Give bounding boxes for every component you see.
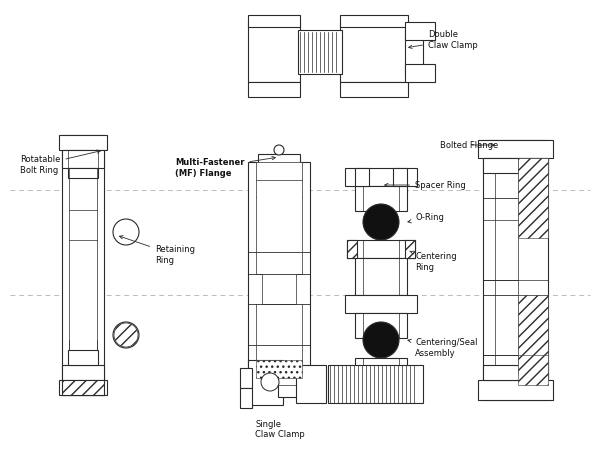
Circle shape [261,373,279,391]
Circle shape [113,219,139,245]
Bar [405,22,435,40]
Text: Rotatable
Bolt Ring: Rotatable Bolt Ring [20,150,100,175]
Bar [518,295,548,375]
Bar [68,168,98,178]
Circle shape [274,145,284,155]
Bar [345,295,417,313]
Text: Spacer Ring: Spacer Ring [385,180,466,189]
Bar [62,365,104,380]
Bar [483,158,548,173]
Circle shape [363,322,399,358]
Bar [483,365,548,380]
Bar [62,150,104,168]
Bar [240,368,252,388]
Bar [347,240,357,258]
Text: O-Ring: O-Ring [408,213,444,223]
Bar [393,168,407,186]
Text: Double
Claw Clamp: Double Claw Clamp [409,30,478,50]
Bar [248,15,300,27]
Bar [347,240,415,258]
Bar [393,383,407,401]
Bar [355,383,369,401]
Bar [405,240,415,258]
Bar [62,135,104,395]
Text: Single
Claw Clamp: Single Claw Clamp [255,420,305,439]
Text: Multi-Fastener
(MF) Flange: Multi-Fastener (MF) Flange [175,157,275,178]
Bar [262,274,296,304]
Bar [278,372,300,397]
Text: Bolted Flange: Bolted Flange [440,140,498,149]
Bar [256,360,302,378]
Bar [256,162,302,180]
Bar [59,380,107,395]
Bar [256,345,302,365]
Bar [345,168,417,186]
Circle shape [114,323,138,347]
Bar [483,140,548,400]
Bar [248,22,300,82]
Bar [518,158,548,238]
Bar [248,360,283,405]
Bar [248,162,310,378]
Bar [355,313,407,338]
Bar [340,82,408,97]
Bar [256,252,302,274]
Bar [355,258,407,295]
Bar [518,355,548,385]
Text: Centering/Seal
Assembly: Centering/Seal Assembly [408,338,478,358]
Bar [478,140,553,158]
Bar [355,186,407,211]
Bar [355,168,369,186]
Text: Retaining
Ring: Retaining Ring [119,236,195,265]
Bar [248,82,300,97]
Bar [240,388,252,408]
Bar [478,380,553,400]
Circle shape [363,204,399,240]
Bar [59,135,107,150]
Text: Centering
Ring: Centering Ring [410,251,457,272]
Bar [328,365,423,403]
Bar [298,30,342,74]
Bar [355,358,407,383]
Circle shape [113,322,139,348]
Bar [296,365,326,403]
Bar [405,64,435,82]
Bar [340,22,408,82]
Bar [258,154,300,164]
Bar [62,380,104,395]
Bar [68,350,98,365]
Bar [405,30,423,74]
Bar [340,15,408,27]
